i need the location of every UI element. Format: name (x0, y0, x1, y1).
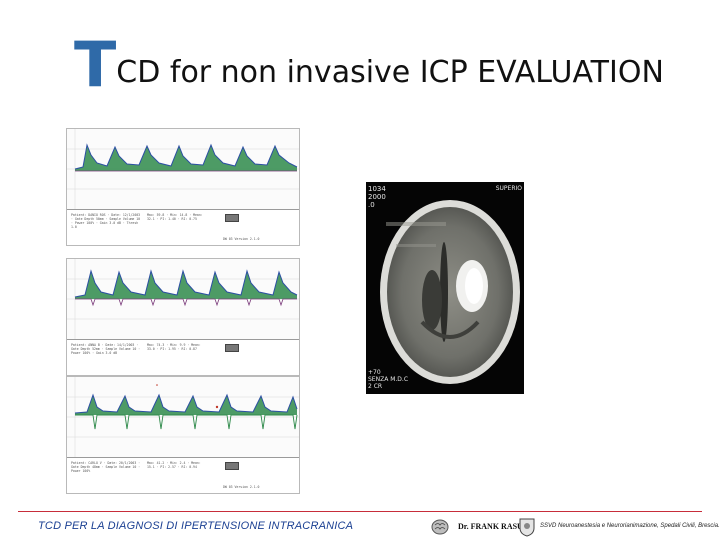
probe-icon (225, 462, 239, 470)
probe-icon (225, 214, 239, 222)
info-right-3: Max: 41.2 · Min: 2.4 · Mean: 15.1 · PI: … (147, 461, 201, 469)
title-text: CD for non invasive ICP EVALUATION (116, 55, 664, 90)
info-left-2: Patient: ANNA B · Date: 14/1/2003 · Gate… (71, 343, 141, 355)
crest-icon (519, 518, 535, 537)
department-text: SSVD Neuroanestesia e Neurorianimazione,… (540, 523, 720, 529)
author-name: Dr. FRANK RASULO (458, 522, 535, 531)
footer-caption: TCD PER LA DIAGNOSI DI IPERTENSIONE INTR… (38, 520, 354, 532)
info-right-2: Max: 74.3 · Min: 9.9 · Mean: 33.0 · PI: … (147, 343, 201, 351)
doppler-waveform-1 (67, 129, 299, 210)
doppler-info-2: Patient: ANNA B · Date: 14/1/2003 · Gate… (67, 340, 299, 375)
doppler-panel-3: Patient: CARLO V · Date: 20/1/2003 · Gat… (66, 376, 300, 494)
info-stamp-3: DW 03 Version 2.1.0 (223, 485, 260, 489)
doppler-info-3: Patient: CARLO V · Date: 20/1/2003 · Gat… (67, 458, 299, 493)
info-right-1: Max: 59.8 · Min: 14.8 · Mean: 32.1 · PI:… (147, 213, 203, 221)
doppler-panel-1: Patient: DANIO ROS · Date: 12/1/2003 · G… (66, 128, 300, 246)
brain-logo-icon (431, 519, 449, 535)
info-left-3: Patient: CARLO V · Date: 20/1/2003 · Gat… (71, 461, 141, 473)
doppler-info-1: Patient: DANIO ROS · Date: 12/1/2003 · G… (67, 210, 299, 245)
doppler-waveform-2 (67, 259, 299, 340)
ct-overlay-bottom-left: +70 SENZA M.D.C 2 CR (368, 369, 409, 390)
footer-divider (18, 511, 702, 512)
title-initial: T (74, 28, 116, 101)
ct-overlay-top-right: SUPERIO (495, 185, 522, 192)
doppler-panel-2: Patient: ANNA B · Date: 14/1/2003 · Gate… (66, 258, 300, 376)
info-stamp-1: DW 03 Version 2.1.0 (223, 237, 260, 241)
ct-overlay-top-left: 1034 2000 .0 (368, 185, 386, 209)
probe-icon (225, 344, 239, 352)
slide-title: T CD for non invasive ICP EVALUATION (74, 34, 664, 96)
info-left-1: Patient: DANIO ROS · Date: 12/1/2003 · G… (71, 213, 141, 229)
doppler-waveform-3 (67, 377, 299, 458)
ct-scan-image: 1034 2000 .0 SUPERIO +70 SENZA M.D.C 2 C… (366, 182, 524, 394)
